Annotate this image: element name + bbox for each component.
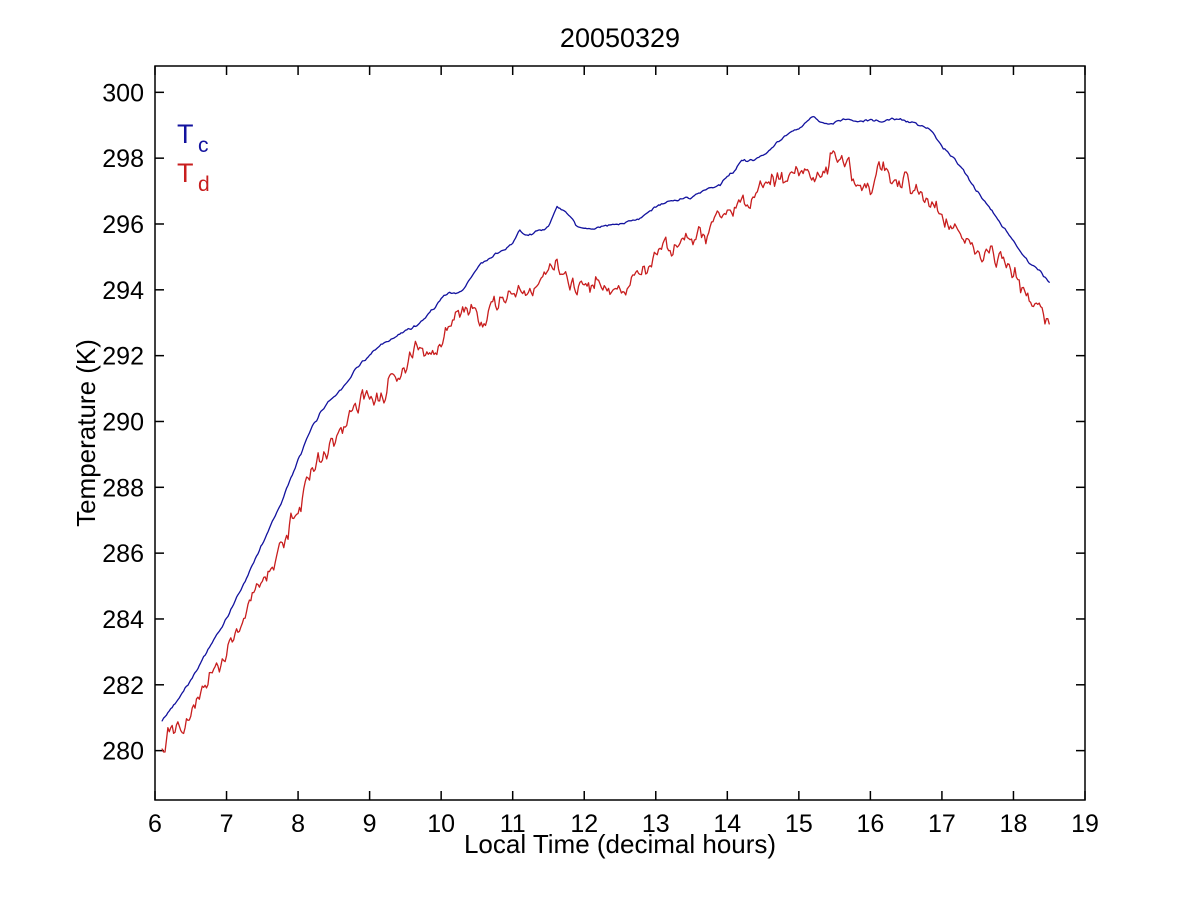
- y-axis-label: Temperature (K): [71, 339, 101, 527]
- legend-entry-td: T d: [177, 158, 210, 196]
- legend-entry-tc: T c: [177, 119, 208, 157]
- y-tick-label: 286: [102, 540, 144, 568]
- x-tick-label: 19: [1071, 810, 1099, 838]
- x-tick-label: 10: [427, 810, 455, 838]
- legend-td-subscript: d: [198, 173, 210, 196]
- y-tick-label: 290: [102, 408, 144, 436]
- x-tick-label: 6: [148, 810, 162, 838]
- x-tick-label: 9: [363, 810, 377, 838]
- y-tick-label: 294: [102, 277, 144, 305]
- y-tick-label: 298: [102, 145, 144, 173]
- series-line-td: [161, 150, 1050, 753]
- x-tick-label: 13: [642, 810, 670, 838]
- y-tick-label: 284: [102, 606, 144, 634]
- legend-td-main: T: [177, 158, 194, 188]
- x-tick-label: 7: [220, 810, 234, 838]
- legend-tc-main: T: [177, 119, 194, 149]
- x-tick-label: 17: [928, 810, 956, 838]
- x-tick-label: 15: [785, 810, 813, 838]
- axis-ticks: [154, 66, 1086, 800]
- axis-tick-labels: 6 7 8 9 10 11 12 13 14 15 16 17 18 19 280 282 284 286 288 2…: [102, 79, 1099, 838]
- y-tick-label: 288: [102, 474, 144, 502]
- x-tick-label: 14: [713, 810, 741, 838]
- x-axis-label: Local Time (decimal hours): [464, 829, 776, 859]
- x-tick-label: 16: [856, 810, 884, 838]
- x-tick-label: 11: [500, 810, 526, 838]
- y-tick-label: 280: [102, 738, 144, 766]
- series-lines: [161, 115, 1050, 753]
- y-tick-label: 282: [102, 672, 144, 700]
- chart-title: 20050329: [560, 23, 680, 53]
- x-tick-label: 18: [1000, 810, 1028, 838]
- x-tick-label: 12: [570, 810, 598, 838]
- y-tick-label: 296: [102, 211, 144, 239]
- y-tick-label: 292: [102, 343, 144, 371]
- series-line-tc: [161, 115, 1050, 722]
- x-tick-label: 8: [291, 810, 305, 838]
- plot-box: [154, 65, 1086, 801]
- y-tick-label: 300: [102, 79, 144, 107]
- legend-tc-subscript: c: [198, 134, 209, 157]
